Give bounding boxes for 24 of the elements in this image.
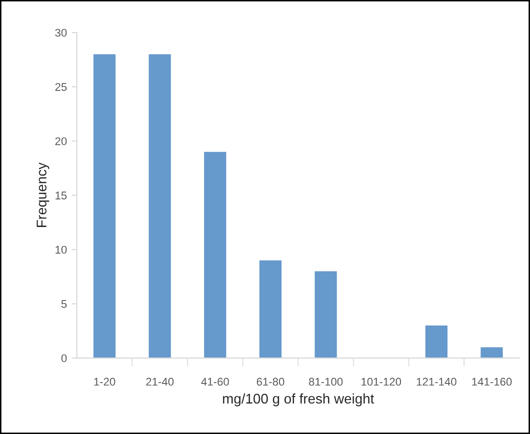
y-tick-label: 5 [61,300,67,308]
y-tick-label: 20 [55,137,67,146]
x-axis-title: mg/100 g of fresh weight [223,393,374,406]
y-tick-label: 0 [61,354,67,362]
x-tick-label: 121-140 [416,378,456,386]
x-tick-label: 1-20 [94,378,116,386]
y-tick-label: 10 [56,246,67,254]
x-tick-label: 61-80 [256,378,284,386]
bar [480,347,503,358]
x-tick-label: 21-40 [146,378,174,386]
y-tick-label: 25 [55,83,67,91]
y-tick-label: 15 [56,192,67,200]
y-tick-label: 30 [55,28,67,37]
bar [314,271,337,358]
bar [204,152,226,358]
bar [259,260,282,358]
x-tick-label: 101-120 [362,378,402,386]
y-axis-title: Frequency [36,162,50,227]
bar [93,54,116,358]
bar [148,54,171,358]
x-tick-label: 81-100 [308,378,343,386]
bar [425,326,448,358]
x-tick-label: 141-160 [472,378,512,386]
x-tick-label: 41-60 [201,378,229,386]
